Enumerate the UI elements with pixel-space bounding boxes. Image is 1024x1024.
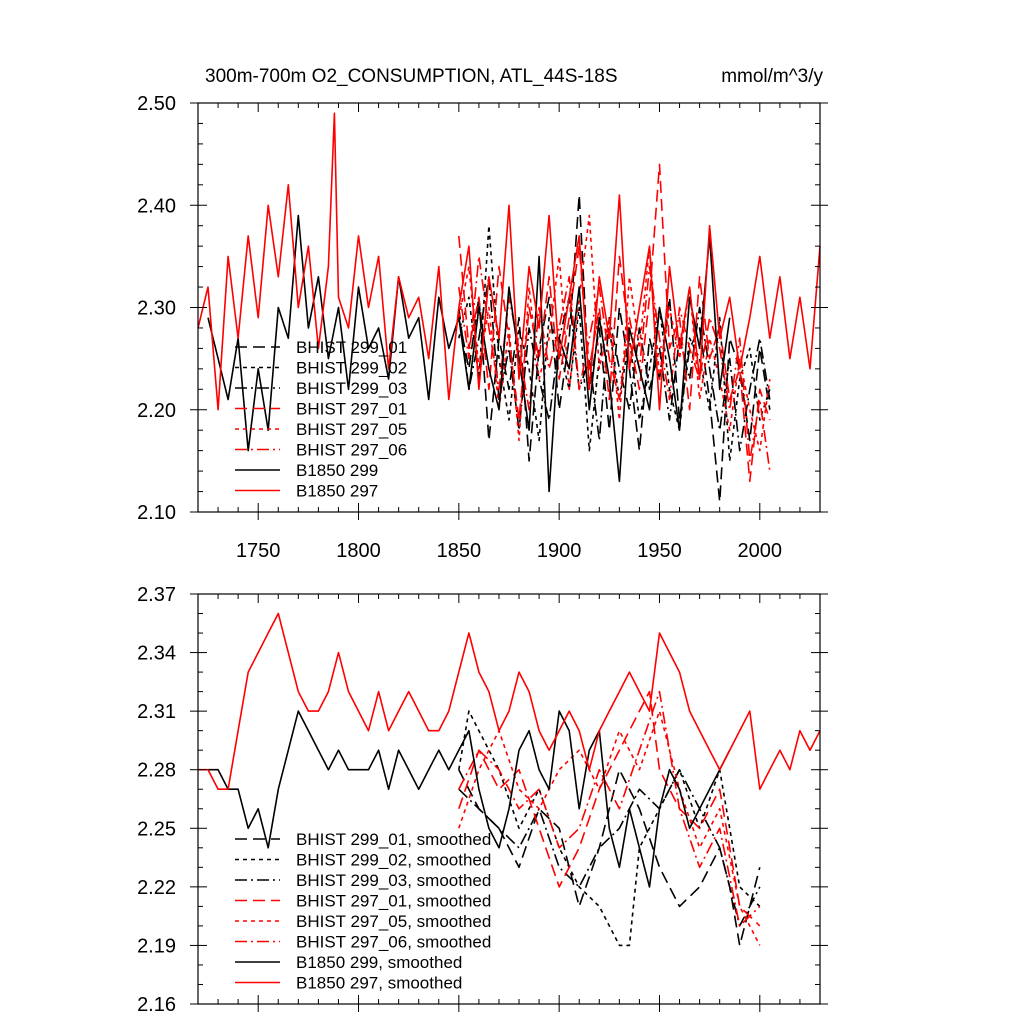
legend-label-bhist-299-02: BHIST 299_02: [296, 359, 407, 378]
series-line-b1850-297: [197, 112, 821, 411]
y-tick-label: 2.19: [137, 935, 176, 957]
series-line-bhist-299-02: [458, 224, 771, 462]
y-tick-label: 2.20: [137, 400, 176, 422]
series-line-bhist-299-01-smoothed: [458, 768, 761, 947]
y-tick-label: 2.31: [137, 701, 176, 723]
y-tick-label: 2.34: [137, 643, 176, 665]
top-series-group: [197, 112, 821, 503]
y-tick-label: 2.22: [137, 877, 176, 899]
y-tick-label: 2.25: [137, 818, 176, 840]
series-line-bhist-299-02-smoothed: [458, 710, 761, 947]
series-line-b1850-297-smoothed: [198, 612, 821, 791]
legend-label-bhist-299-01-smoothed: BHIST 299_01, smoothed: [296, 830, 491, 849]
legend-label-b1850-297-smoothed: B1850 297, smoothed: [296, 974, 462, 993]
legend-label-bhist-297-01-smoothed: BHIST 297_01, smoothed: [296, 892, 491, 911]
chart-units: mmol/m^3/y: [721, 66, 823, 87]
legend-label-bhist-299-03: BHIST 299_03: [296, 379, 407, 398]
legend-label-bhist-299-02-smoothed: BHIST 299_02, smoothed: [296, 851, 491, 870]
x-tick-label: 1750: [236, 540, 281, 562]
legend-label-bhist-297-05-smoothed: BHIST 297_05, smoothed: [296, 912, 491, 931]
series-line-bhist-297-01: [458, 163, 771, 483]
bottom-series-group: [198, 612, 821, 947]
chart-title: 300m-700m O2_CONSUMPTION, ATL_44S-18S: [205, 66, 618, 87]
x-tick-label: 1800: [336, 540, 381, 562]
series-line-bhist-297-06: [458, 255, 771, 472]
series-line-bhist-297-01-smoothed: [458, 690, 761, 927]
chart-bottom: 2.16 2.19 2.22 2.25 2.28 2.31 2.34 2.37 BHIST 2…: [137, 584, 828, 1016]
legend-label-b1850-297: B1850 297: [296, 482, 378, 501]
top-axes-group: 1750 1800 1850 1900 1950 2000 2.10 2.20 2.30 2.40…: [137, 93, 828, 562]
x-tick-label: 1950: [637, 540, 682, 562]
bottom-axes-group: 2.16 2.19 2.22 2.25 2.28 2.31 2.34 2.37: [137, 584, 828, 1016]
x-tick-label: 2000: [738, 540, 783, 562]
legend-label-bhist-297-06-smoothed: BHIST 297_06, smoothed: [296, 933, 491, 952]
x-tick-label: 1900: [537, 540, 582, 562]
legend-label-bhist-297-01: BHIST 297_01: [296, 400, 407, 419]
series-line-bhist-299-03-smoothed: [458, 768, 761, 927]
y-tick-label: 2.30: [137, 298, 176, 320]
legend-label-bhist-297-05: BHIST 297_05: [296, 420, 407, 439]
x-tick-label: 1850: [437, 540, 482, 562]
y-tick-label: 2.10: [137, 502, 176, 524]
y-tick-label: 2.16: [137, 994, 176, 1016]
y-tick-label: 2.40: [137, 195, 176, 217]
series-line-bhist-297-06-smoothed: [458, 690, 761, 927]
plot-frame: [197, 593, 821, 1005]
y-tick-label: 2.37: [137, 584, 176, 606]
legend-label-bhist-297-06: BHIST 297_06: [296, 441, 407, 460]
series-line-bhist-297-05-smoothed: [458, 710, 761, 946]
legend-label-bhist-299-03-smoothed: BHIST 299_03, smoothed: [296, 871, 491, 890]
chart-top: 300m-700m O2_CONSUMPTION, ATL_44S-18S mm…: [137, 66, 828, 562]
series-line-b1850-299-smoothed: [208, 710, 731, 888]
legend-label-b1850-299-smoothed: B1850 299, smoothed: [296, 953, 462, 972]
bottom-legend: BHIST 299_01, smoothed BHIST 299_02, smoo…: [235, 830, 491, 993]
y-tick-label: 2.50: [137, 93, 176, 115]
y-tick-label: 2.28: [137, 760, 176, 782]
series-line-b1850-299: [207, 214, 731, 493]
legend-label-b1850-299: B1850 299: [296, 461, 378, 480]
series-line-bhist-299-03: [458, 275, 771, 452]
legend-label-bhist-299-01: BHIST 299_01: [296, 338, 407, 357]
